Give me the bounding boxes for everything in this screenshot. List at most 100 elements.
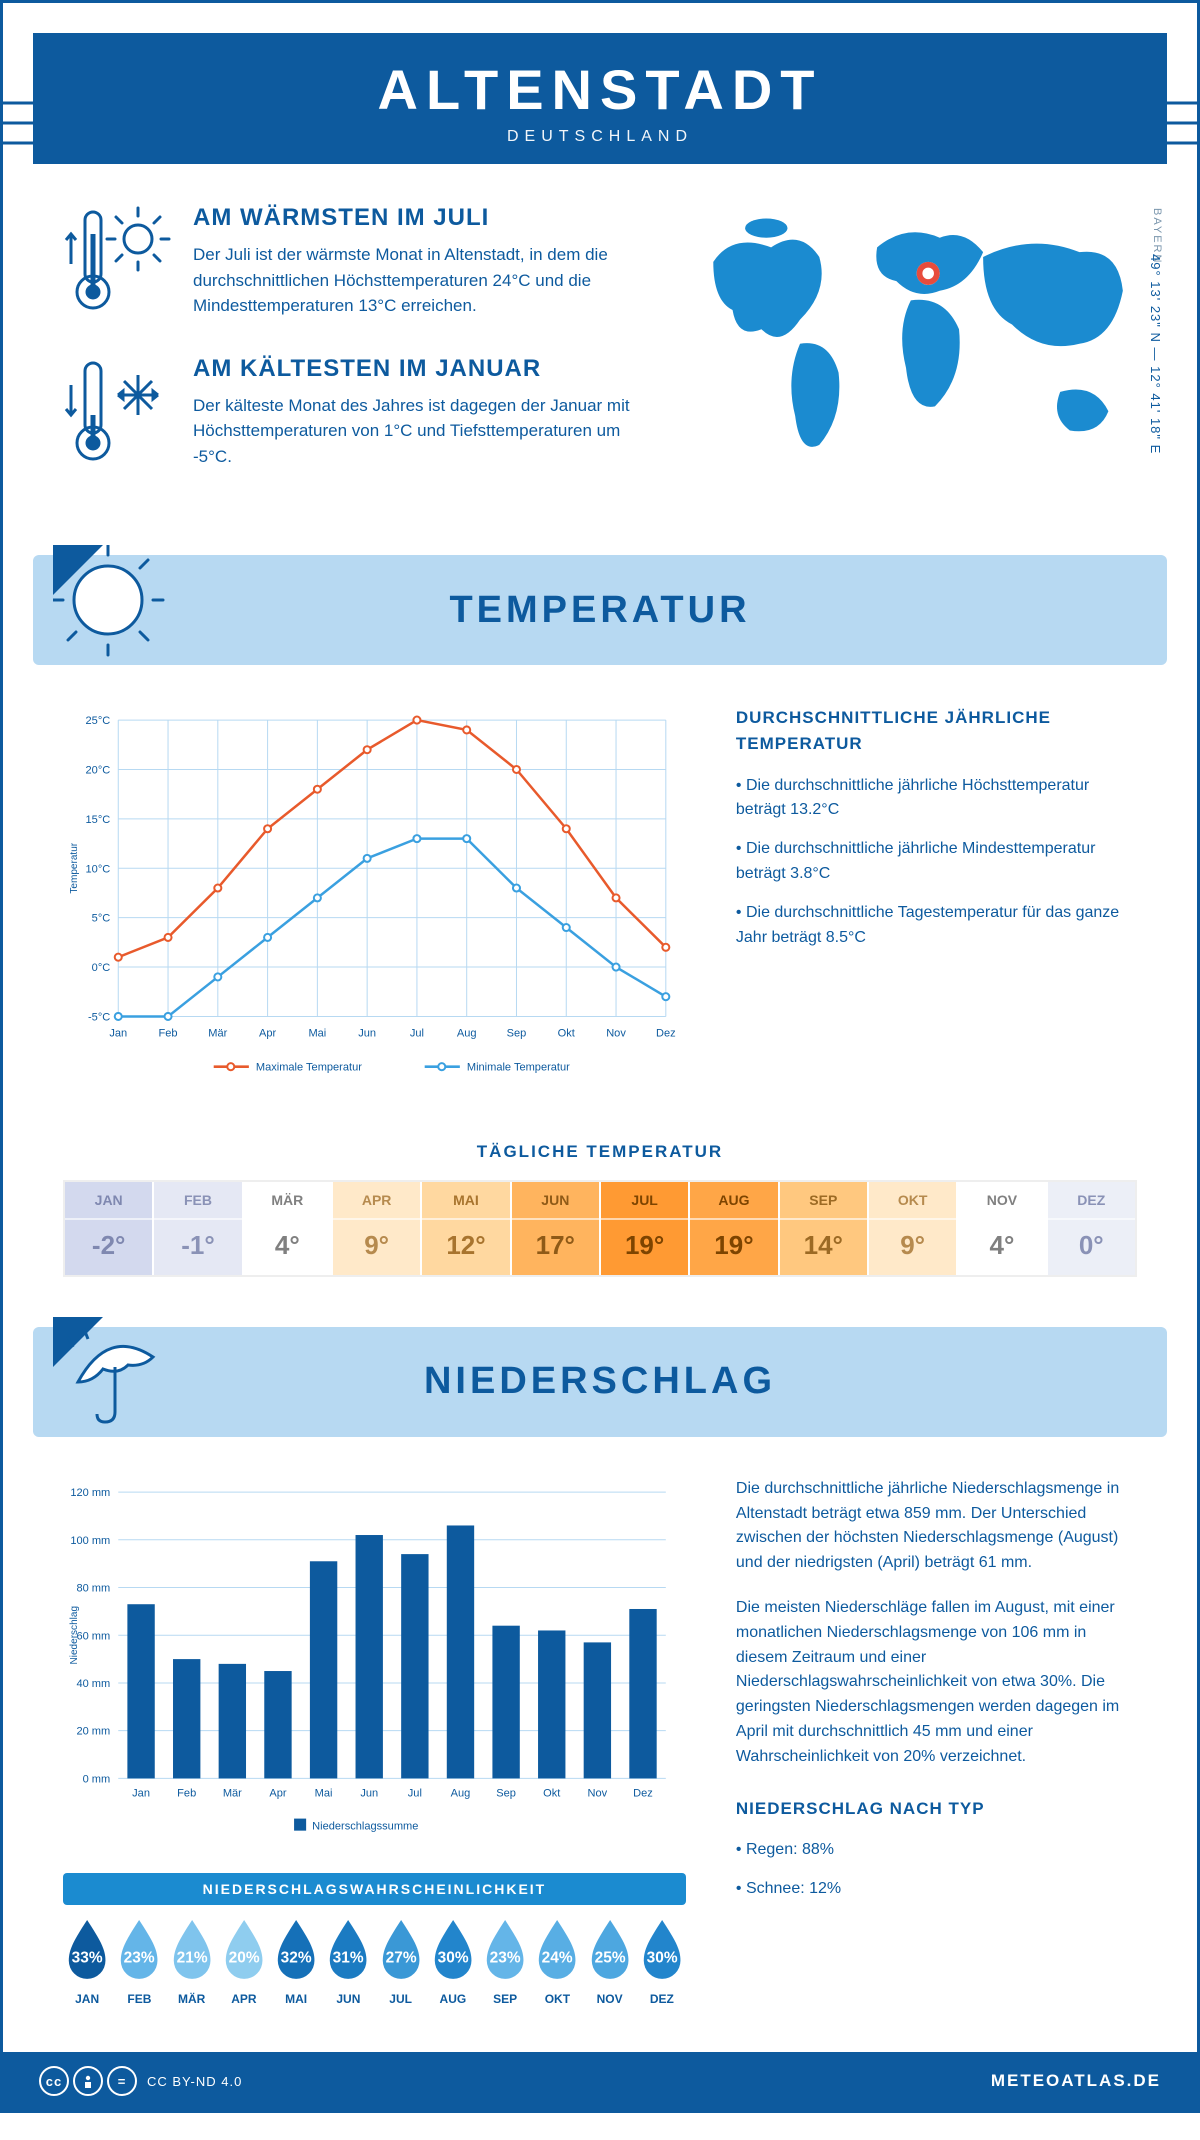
svg-text:Sep: Sep [507,1028,527,1040]
daily-temp-cell: MAI12° [422,1182,511,1275]
coldest-fact: AM KÄLTESTEN IM JANUAR Der kälteste Mona… [63,355,654,470]
svg-text:40 mm: 40 mm [76,1678,110,1690]
precip-prob-drop: 33% JAN [63,1915,111,2006]
thermometer-sun-icon [63,204,173,314]
svg-text:15°C: 15°C [86,814,111,826]
precip-prob-drop: 31% JUN [324,1915,372,2006]
precip-paragraph: Die meisten Niederschläge fallen im Augu… [736,1596,1137,1770]
footer: cc = CC BY-ND 4.0 METEOATLAS.DE [3,2052,1197,2110]
svg-text:Nov: Nov [588,1787,608,1799]
svg-text:Sep: Sep [496,1787,516,1799]
daily-temp-cell: MÄR4° [244,1182,333,1275]
svg-text:31%: 31% [333,1950,364,1967]
svg-text:80 mm: 80 mm [76,1582,110,1594]
precip-prob-drop: 21% MÄR [168,1915,216,2006]
svg-text:23%: 23% [124,1950,155,1967]
svg-text:20%: 20% [228,1950,259,1967]
header: ALTENSTADT DEUTSCHLAND [33,33,1167,164]
thermometer-snow-icon [63,355,173,465]
daily-temp-title: TÄGLICHE TEMPERATUR [3,1142,1197,1162]
svg-text:Okt: Okt [543,1787,560,1799]
cc-icons: cc = [39,2066,137,2096]
svg-text:0 mm: 0 mm [83,1773,111,1785]
svg-text:30%: 30% [437,1950,468,1967]
svg-text:20 mm: 20 mm [76,1725,110,1737]
precip-prob-drop: 23% FEB [115,1915,163,2006]
svg-text:Mai: Mai [315,1787,333,1799]
daily-temp-cell: DEZ0° [1048,1182,1135,1275]
svg-text:0°C: 0°C [92,962,111,974]
svg-text:Feb: Feb [159,1028,178,1040]
country-subtitle: DEUTSCHLAND [53,128,1147,146]
svg-text:Dez: Dez [656,1028,676,1040]
daily-temp-cell: JUL19° [601,1182,690,1275]
svg-text:Aug: Aug [457,1028,477,1040]
daily-temp-cell: OKT9° [869,1182,958,1275]
precip-prob-drop: 32% MAI [272,1915,320,2006]
svg-text:25%: 25% [594,1950,625,1967]
temp-bullet: Die durchschnittliche Tagestemperatur fü… [736,901,1137,951]
precipitation-banner: NIEDERSCHLAG [33,1327,1167,1437]
svg-text:Temperatur: Temperatur [69,842,80,893]
nd-icon: = [107,2066,137,2096]
coordinates: 49° 13' 23" N — 12° 41' 18" E [1148,254,1163,454]
precip-type-item: Schnee: 12% [736,1877,1137,1902]
svg-text:Minimale Temperatur: Minimale Temperatur [467,1062,570,1074]
warmest-text: Der Juli ist der wärmste Monat in Altens… [193,242,654,319]
svg-text:Aug: Aug [451,1787,471,1799]
svg-text:100 mm: 100 mm [70,1535,110,1547]
temp-text-heading: DURCHSCHNITTLICHE JÄHRLICHE TEMPERATUR [736,705,1137,758]
svg-text:30%: 30% [646,1950,677,1967]
precip-prob-drop: 30% AUG [429,1915,477,2006]
svg-text:Nov: Nov [606,1028,626,1040]
svg-text:Jul: Jul [410,1028,424,1040]
page-frame: ALTENSTADT DEUTSCHLAND [0,0,1200,2113]
daily-temp-grid: JAN-2°FEB-1°MÄR4°APR9°MAI12°JUN17°JUL19°… [63,1180,1137,1277]
temp-bullet: Die durchschnittliche jährliche Mindestt… [736,837,1137,887]
precipitation-heading: NIEDERSCHLAG [424,1360,776,1403]
svg-text:Dez: Dez [633,1787,653,1799]
svg-text:Mär: Mär [208,1028,227,1040]
temperature-heading: TEMPERATUR [449,589,750,632]
svg-text:120 mm: 120 mm [70,1487,110,1499]
temperature-line-chart: -5°C0°C5°C10°C15°C20°C25°CJanFebMärAprMa… [63,705,686,1087]
daily-temp-cell: NOV4° [958,1182,1047,1275]
svg-text:Jun: Jun [360,1787,378,1799]
warmest-title: AM WÄRMSTEN IM JULI [193,204,654,232]
precip-type-item: Regen: 88% [736,1838,1137,1863]
svg-text:Jan: Jan [132,1787,150,1799]
sun-icon [53,545,173,665]
svg-text:Jan: Jan [109,1028,127,1040]
coldest-text: Der kälteste Monat des Jahres ist dagege… [193,393,654,470]
svg-text:23%: 23% [490,1950,521,1967]
svg-text:Mai: Mai [308,1028,326,1040]
svg-text:25°C: 25°C [86,715,111,727]
precip-prob-title: NIEDERSCHLAGSWAHRSCHEINLICHKEIT [63,1873,686,1905]
daily-temp-cell: SEP14° [780,1182,869,1275]
precip-prob-drop: 25% NOV [586,1915,634,2006]
precip-type-heading: NIEDERSCHLAG NACH TYP [736,1796,1137,1822]
svg-text:Jun: Jun [358,1028,376,1040]
warmest-fact: AM WÄRMSTEN IM JULI Der Juli ist der wär… [63,204,654,319]
temperature-banner: TEMPERATUR [33,555,1167,665]
by-icon [73,2066,103,2096]
svg-text:-5°C: -5°C [88,1011,110,1023]
svg-text:33%: 33% [72,1950,103,1967]
daily-temp-cell: APR9° [333,1182,422,1275]
precip-prob-drop: 23% SEP [481,1915,529,2006]
svg-text:Maximale Temperatur: Maximale Temperatur [256,1062,362,1074]
daily-temp-cell: JUN17° [512,1182,601,1275]
precip-prob-drop: 20% APR [220,1915,268,2006]
svg-text:20°C: 20°C [86,764,111,776]
precip-prob-drop: 24% OKT [533,1915,581,2006]
svg-text:Niederschlag: Niederschlag [69,1606,80,1665]
license-text: CC BY-ND 4.0 [147,2074,242,2089]
svg-text:Apr: Apr [259,1028,277,1040]
svg-text:Feb: Feb [177,1787,196,1799]
coldest-title: AM KÄLTESTEN IM JANUAR [193,355,654,383]
precip-paragraph: Die durchschnittliche jährliche Niedersc… [736,1477,1137,1576]
cc-icon: cc [39,2066,69,2096]
svg-text:24%: 24% [542,1950,573,1967]
svg-text:5°C: 5°C [92,913,111,925]
svg-text:60 mm: 60 mm [76,1630,110,1642]
